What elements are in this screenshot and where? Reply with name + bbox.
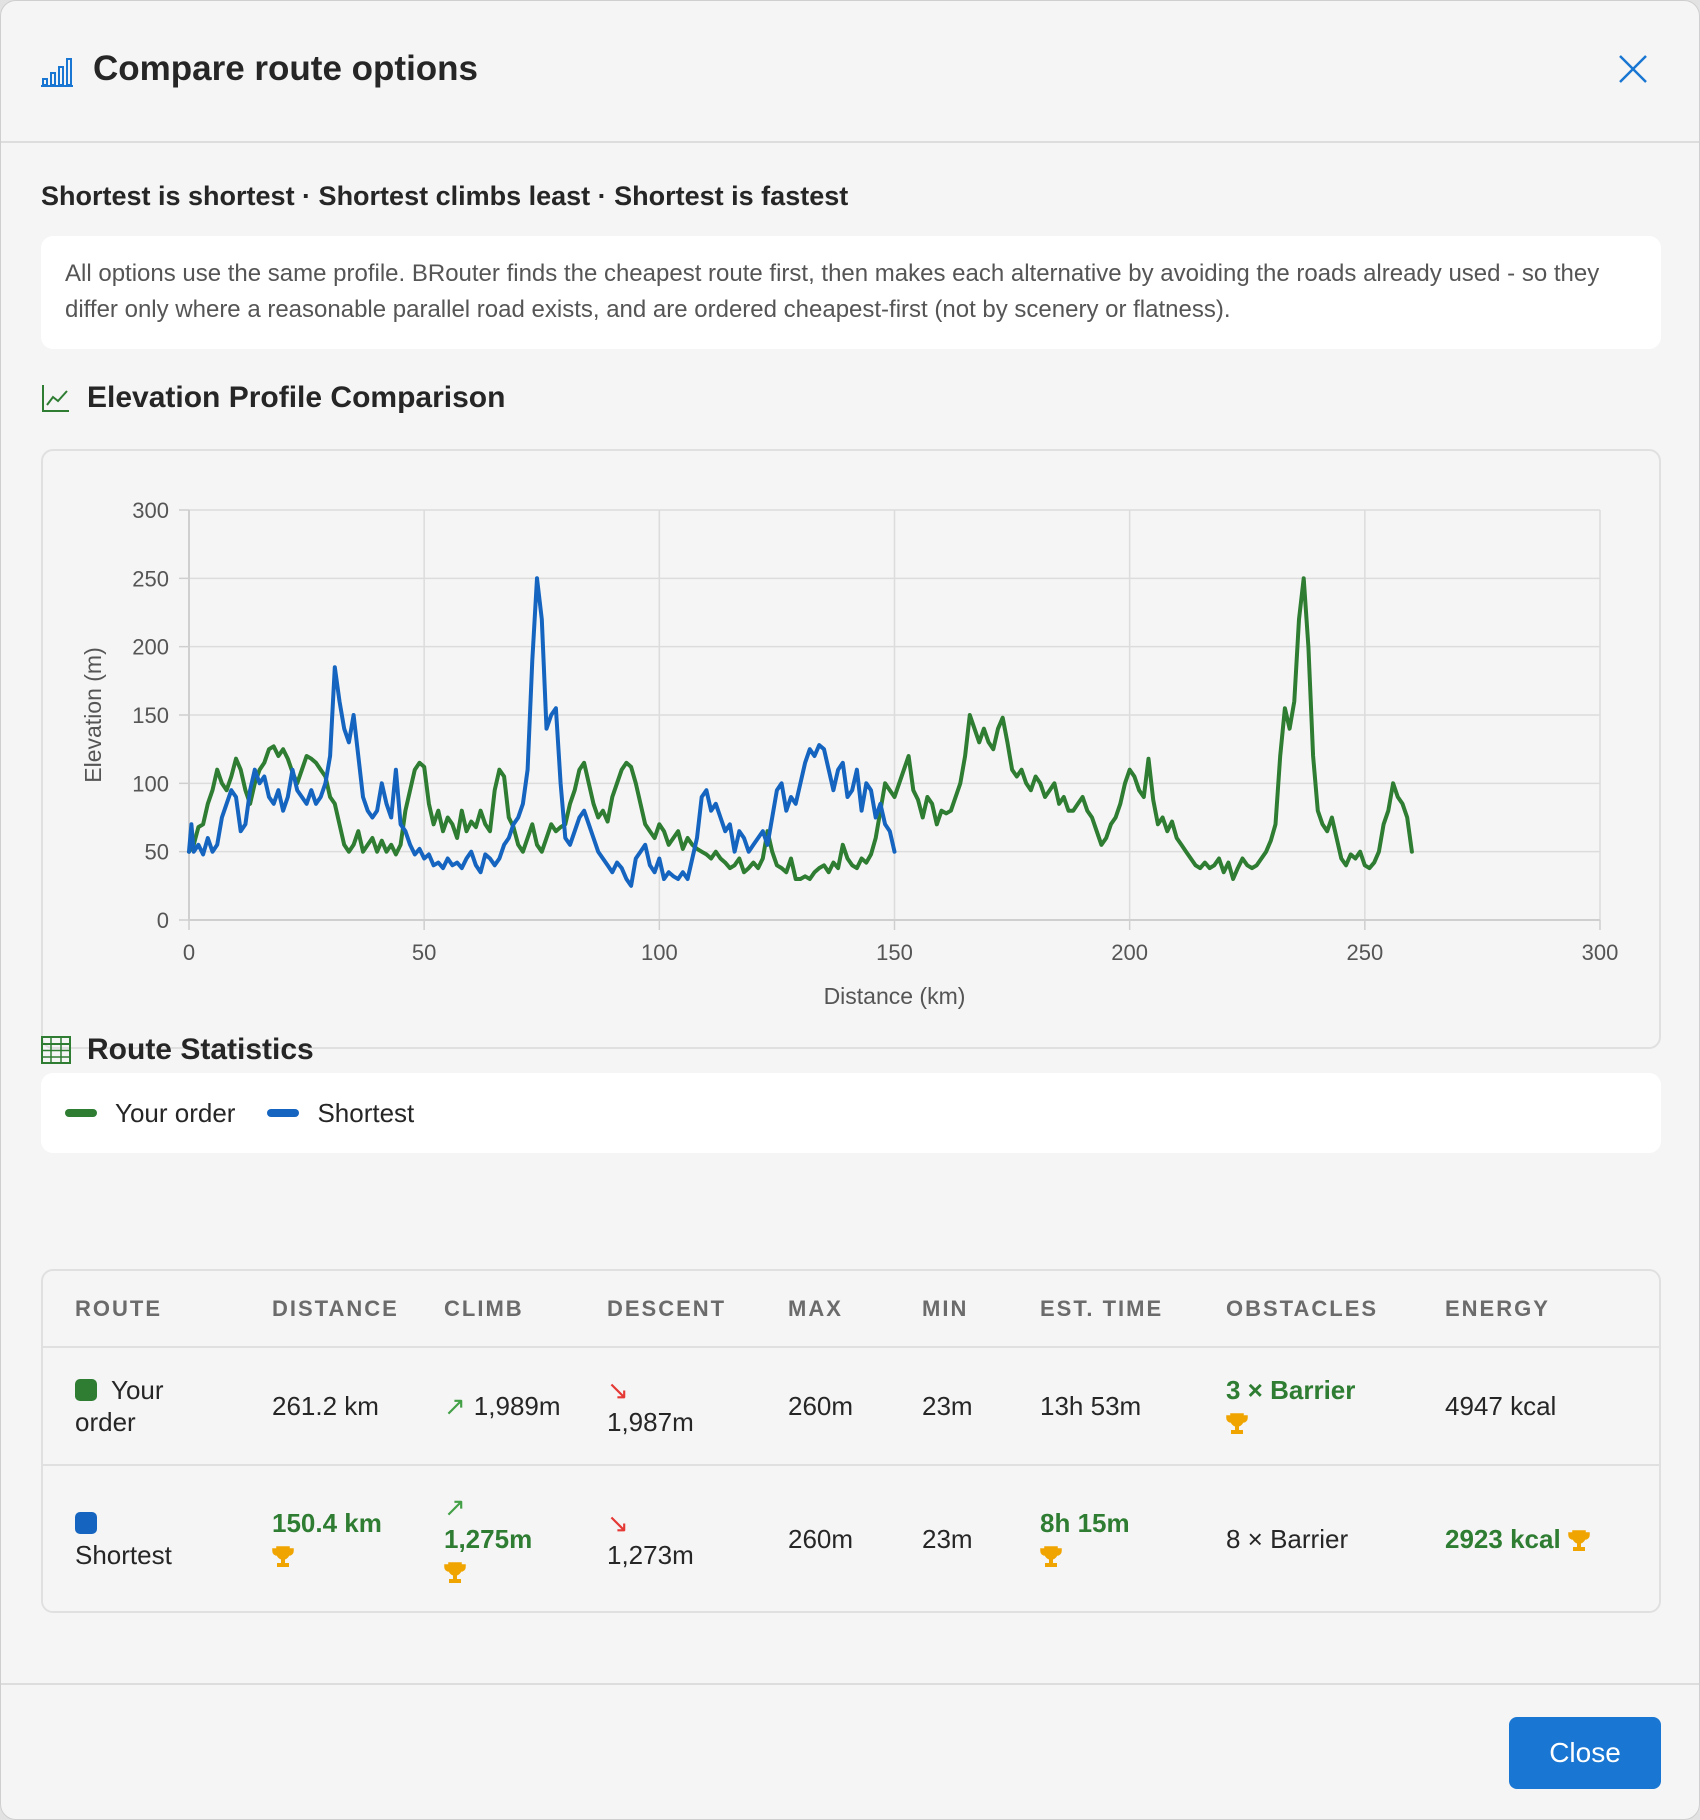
legend-swatch [267,1109,300,1117]
time-value: 8h 15m [1040,1507,1130,1538]
arrow-up-icon: ↗ [444,1491,466,1522]
close-icon[interactable] [1617,53,1649,85]
column-header-max[interactable]: MAX [756,1271,890,1348]
obstacles-cell: 8 × Barrier [1194,1465,1413,1611]
obstacles-cell: 3 × Barrier [1194,1347,1413,1466]
route-color-swatch [75,1511,97,1534]
stats-title-text: Route Statistics [87,1033,314,1066]
dialog-footer: Close [1,1683,1699,1819]
elevation-chart-svg: 0 50 100 150 200 250 300 0 50 100 150 200 250 300 Dist… [80,498,1619,1009]
y-tick-label: 200 [132,635,169,660]
y-axis-label: Elevation (m) [80,647,106,782]
x-tick-label: 150 [876,940,913,965]
bar-chart-icon [41,58,73,87]
distance-value: 150.4 km [272,1507,382,1538]
obstacles-value: 3 × Barrier [1226,1375,1356,1405]
route-cell: Shortest [43,1465,240,1611]
column-header-route[interactable]: ROUTE [43,1271,240,1348]
trophy-icon [444,1561,466,1583]
table-header-row: ROUTE DISTANCE CLIMB DESCENT MAX MIN EST… [43,1271,1659,1348]
time-cell: 13h 53m [1008,1347,1194,1466]
summary-headline: Shortest is shortest · Shortest climbs l… [41,181,849,211]
table-icon [41,1036,71,1064]
descent-value: 1,273m [607,1539,694,1570]
route-color-swatch [75,1379,97,1401]
elevation-section-title: Elevation Profile Comparison [41,381,505,415]
column-header-energy[interactable]: ENERGY [1413,1271,1659,1348]
elevation-chart: 0 50 100 150 200 250 300 0 50 100 150 200 250 300 Dist… [41,449,1661,1049]
distance-cell: 261.2 km [240,1347,412,1466]
route-name: Your order [75,1375,164,1437]
x-tick-label: 250 [1346,940,1383,965]
max-cell: 260m [756,1465,890,1611]
x-tick-label: 50 [412,940,436,965]
route-cell: Your order [43,1347,240,1466]
elevation-title-text: Elevation Profile Comparison [87,381,506,414]
distance-cell: 150.4 km [240,1465,412,1611]
descent-value: 1,987m [607,1407,694,1437]
min-cell: 23m [890,1465,1008,1611]
column-header-obstacles[interactable]: OBSTACLES [1194,1271,1413,1348]
min-cell: 23m [890,1347,1008,1466]
chart-legend: Your order Shortest [41,1073,1661,1153]
descent-cell: ↘ 1,273m [575,1465,756,1611]
dialog-header: Compare route options [1,1,1699,143]
climb-value: 1,989m [473,1391,561,1421]
column-header-min[interactable]: MIN [890,1271,1008,1348]
dialog-title: Compare route options [93,49,479,88]
info-box: All options use the same profile. BRoute… [41,236,1661,349]
route-name: Shortest [75,1539,172,1570]
column-header-distance[interactable]: DISTANCE [240,1271,412,1348]
column-header-time[interactable]: EST. TIME [1008,1271,1194,1348]
time-cell: 8h 15m [1008,1465,1194,1611]
column-header-descent[interactable]: DESCENT [575,1271,756,1348]
legend-swatch [65,1109,97,1117]
x-tick-label: 300 [1582,940,1619,965]
y-tick-label: 250 [132,566,169,591]
trophy-icon [272,1545,294,1567]
energy-cell: 4947 kcal [1413,1347,1659,1466]
trophy-icon [1226,1413,1248,1435]
legend-item-shortest[interactable]: Shortest [267,1098,414,1129]
y-tick-label: 150 [132,703,169,728]
route-stats-table: ROUTE DISTANCE CLIMB DESCENT MAX MIN EST… [41,1269,1661,1613]
x-tick-label: 0 [183,940,195,965]
max-cell: 260m [756,1347,890,1466]
climb-cell: ↗ 1,989m [412,1347,575,1466]
energy-cell: 2923 kcal [1413,1465,1659,1611]
climb-value: 1,275m [444,1523,533,1554]
descent-cell: ↘ 1,987m [575,1347,756,1466]
trophy-icon [1568,1529,1590,1551]
line-chart-icon [42,385,69,412]
series-line-shortest [187,576,897,888]
arrow-up-icon: ↗ [444,1391,466,1421]
legend-item-your-order[interactable]: Your order [65,1098,235,1129]
energy-value: 2923 kcal [1445,1523,1561,1554]
y-tick-label: 300 [132,498,169,523]
legend-label: Shortest [317,1097,415,1128]
x-tick-label: 100 [641,940,678,965]
climb-cell: ↗ 1,275m [412,1465,575,1611]
y-tick-label: 0 [157,908,169,933]
y-tick-label: 50 [145,840,169,865]
close-button[interactable]: Close [1509,1717,1661,1789]
column-header-climb[interactable]: CLIMB [412,1271,575,1348]
table-row[interactable]: Shortest 150.4 km ↗ 1,275m ↘ 1,273m 260m 2… [43,1465,1659,1611]
arrow-down-icon: ↘ [607,1507,629,1538]
arrow-down-icon: ↘ [607,1375,629,1405]
series-line-your-order [187,576,1414,881]
legend-label: Your order [115,1097,236,1128]
stats-section-title: Route Statistics [41,1033,314,1067]
x-axis-label: Distance (km) [824,983,966,1009]
trophy-icon [1040,1545,1062,1567]
x-tick-label: 200 [1111,940,1148,965]
table-row[interactable]: Your order 261.2 km ↗ 1,989m ↘ 1,987m 260m… [43,1347,1659,1466]
y-tick-label: 100 [132,771,169,796]
